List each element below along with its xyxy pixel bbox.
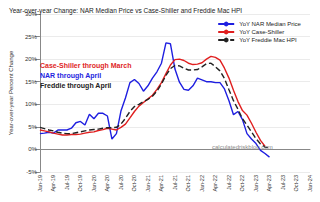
svg-text:Jul-22: Jul-22: [226, 175, 232, 190]
svg-text:Year-over-year Percent Change: Year-over-year Percent Change: [8, 50, 14, 135]
svg-text:5%: 5%: [28, 124, 37, 130]
svg-text:30%: 30%: [24, 11, 37, 17]
svg-text:15%: 15%: [25, 79, 38, 85]
svg-text:Case-Shiller through March: Case-Shiller through March: [40, 62, 131, 70]
svg-text:Apr-22: Apr-22: [212, 175, 218, 192]
svg-text:Jan-20: Jan-20: [91, 175, 97, 192]
svg-text:calculatedriskblog.com: calculatedriskblog.com: [212, 144, 273, 150]
svg-text:Year-over-year Change: NAR Med: Year-over-year Change: NAR Median Price …: [9, 7, 242, 15]
svg-text:10%: 10%: [25, 101, 38, 107]
svg-text:0%: 0%: [28, 146, 37, 152]
svg-text:Jan-19: Jan-19: [37, 175, 43, 192]
svg-text:NAR through April: NAR through April: [40, 72, 101, 80]
svg-text:Jul-20: Jul-20: [118, 175, 124, 190]
svg-text:Jan-22: Jan-22: [199, 175, 205, 192]
svg-text:Jan-23: Jan-23: [253, 175, 259, 192]
svg-text:Freddie through April: Freddie through April: [40, 82, 111, 90]
svg-text:Jul-19: Jul-19: [64, 175, 70, 190]
svg-text:20%: 20%: [25, 56, 38, 62]
svg-text:25%: 25%: [25, 34, 38, 40]
svg-text:Jul-23: Jul-23: [280, 175, 286, 190]
svg-text:YoY Freddie Mac HPI: YoY Freddie Mac HPI: [239, 37, 297, 43]
svg-text:Oct-21: Oct-21: [185, 175, 191, 192]
svg-text:Jan-21: Jan-21: [145, 175, 151, 192]
svg-text:-5%: -5%: [26, 169, 37, 175]
svg-text:Oct-22: Oct-22: [239, 175, 245, 192]
svg-text:YoY NAR Median Price: YoY NAR Median Price: [239, 21, 301, 27]
svg-text:Oct-20: Oct-20: [131, 175, 137, 192]
svg-text:Apr-21: Apr-21: [158, 175, 164, 192]
svg-text:Oct-19: Oct-19: [77, 175, 83, 192]
svg-text:Apr-20: Apr-20: [104, 175, 110, 192]
svg-text:Apr-23: Apr-23: [266, 175, 272, 192]
svg-text:Jul-21: Jul-21: [172, 175, 178, 190]
svg-text:Jan-24: Jan-24: [307, 175, 313, 192]
svg-text:Oct-23: Oct-23: [293, 175, 299, 192]
svg-text:YoY Case-Shiller: YoY Case-Shiller: [239, 29, 284, 35]
svg-text:Apr-19: Apr-19: [50, 175, 56, 192]
